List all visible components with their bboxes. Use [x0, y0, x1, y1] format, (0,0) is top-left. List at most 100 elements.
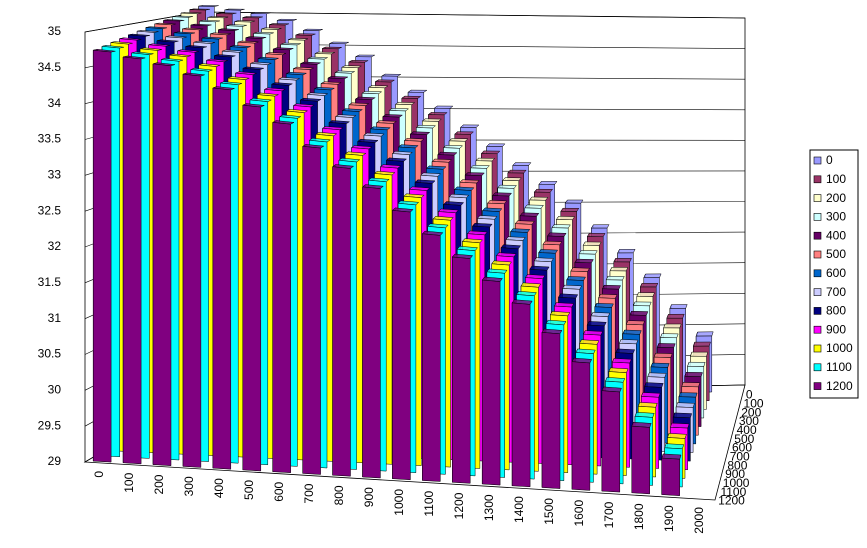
x-tick-label: 800 — [332, 485, 346, 505]
bar — [631, 421, 652, 495]
bar — [451, 253, 474, 484]
legend-swatch — [813, 175, 822, 184]
bar-front — [92, 49, 112, 463]
bar-top — [636, 292, 655, 297]
depth-tick-label: 0 — [746, 388, 753, 402]
y-tick-label: 34 — [48, 96, 62, 110]
bar-top — [669, 304, 688, 309]
bar-top — [507, 169, 527, 174]
bar — [122, 55, 146, 465]
x-tick-label: 400 — [212, 478, 226, 498]
bar — [182, 72, 205, 468]
legend-label: 900 — [826, 322, 846, 336]
bar — [361, 184, 384, 479]
bar-top — [538, 181, 558, 185]
bar-front — [392, 210, 411, 481]
bar-top — [601, 284, 621, 290]
x-tick-label: 500 — [242, 480, 256, 500]
bar-top — [695, 331, 714, 337]
bar-top — [586, 233, 606, 238]
bar-top — [629, 310, 649, 316]
bar-front — [332, 166, 351, 477]
depth-tick-label: 900 — [725, 467, 745, 481]
bar-front — [541, 332, 561, 489]
legend-label: 800 — [826, 304, 846, 318]
y-tick-label: 29.5 — [38, 418, 62, 432]
bar-front — [631, 425, 650, 495]
depth-tick-label: 300 — [739, 414, 759, 428]
bar — [331, 164, 355, 477]
bar-top — [663, 323, 682, 329]
bar — [391, 207, 414, 481]
legend-swatch — [813, 269, 822, 278]
legend-swatch — [813, 250, 822, 259]
bar-top — [656, 343, 676, 348]
bar-top — [485, 143, 506, 147]
bar-top — [582, 241, 602, 246]
x-tick-label: 300 — [182, 476, 196, 496]
x-tick-label: 1800 — [632, 503, 646, 530]
bar-top — [480, 150, 501, 155]
bar — [661, 453, 682, 496]
bar — [481, 276, 503, 486]
legend-label: 1200 — [826, 379, 853, 393]
depth-tick-label: 700 — [730, 450, 750, 464]
x-tick-label: 0 — [92, 471, 106, 478]
x-tick-label: 600 — [272, 481, 286, 501]
y-tick-label: 30 — [48, 383, 62, 397]
y-tick-label: 32 — [48, 239, 62, 253]
y-tick-label: 32.5 — [38, 203, 62, 217]
x-tick-label: 700 — [302, 483, 316, 503]
legend-label: 1100 — [826, 360, 852, 374]
y-tick-label: 30.5 — [38, 347, 62, 361]
bar-front — [212, 87, 232, 470]
bar-top — [632, 301, 652, 307]
bar-front — [571, 361, 591, 491]
bar-top — [533, 188, 554, 193]
legend-label: 0 — [826, 153, 833, 167]
y-tick-label: 33.5 — [38, 132, 62, 146]
bar — [301, 143, 325, 475]
bar-front — [302, 146, 321, 475]
x-tick-label: 900 — [362, 487, 376, 507]
bar-front — [272, 122, 291, 473]
legend-swatch — [813, 194, 822, 202]
bar — [212, 86, 235, 470]
depth-tick-label: 1000 — [723, 476, 750, 490]
depth-tick-label: 400 — [737, 423, 757, 437]
bar-front — [152, 63, 172, 466]
x-tick-label: 1200 — [452, 492, 466, 519]
legend-swatch — [813, 288, 822, 296]
bar-top — [560, 207, 580, 212]
legend-swatch — [813, 382, 822, 390]
bar — [511, 298, 533, 488]
x-tick-label: 1900 — [662, 505, 676, 532]
legend-label: 500 — [826, 247, 846, 261]
legend-swatch — [813, 307, 822, 315]
legend-swatch — [813, 231, 822, 240]
legend-label: 700 — [826, 285, 846, 299]
bar-top — [639, 283, 659, 288]
bar-front — [601, 390, 621, 493]
y-tick-label: 31.5 — [38, 275, 62, 289]
x-tick-label: 200 — [152, 474, 166, 494]
bar — [92, 48, 116, 463]
bar-front — [242, 104, 262, 472]
bar-top — [609, 267, 629, 272]
bar — [152, 62, 176, 466]
bar-top — [687, 361, 706, 367]
y-tick-label: 35 — [48, 24, 62, 38]
bar — [541, 328, 563, 489]
bar — [601, 386, 622, 493]
x-tick-label: 1100 — [422, 490, 436, 516]
bar-front — [122, 56, 142, 465]
bar-top — [605, 275, 625, 281]
depth-tick-label: 1200 — [718, 494, 745, 508]
bar-top — [660, 333, 679, 339]
bar-top — [643, 273, 662, 278]
bar — [271, 120, 295, 473]
x-tick-label: 1700 — [602, 501, 616, 528]
legend-label: 200 — [826, 191, 846, 205]
bar-top — [690, 351, 709, 357]
x-tick-label: 1500 — [542, 498, 556, 525]
